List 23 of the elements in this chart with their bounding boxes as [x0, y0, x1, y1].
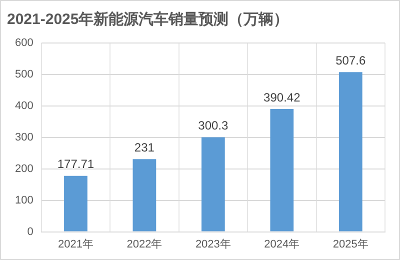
bar: [338, 72, 362, 232]
x-tick-label: 2023年: [195, 238, 231, 250]
bar: [270, 108, 294, 232]
y-tick-label: 500: [14, 68, 34, 80]
bar: [201, 137, 225, 232]
y-tick-label: 400: [14, 100, 34, 112]
bar: [64, 176, 88, 232]
data-label: 507.6: [336, 53, 366, 68]
bar: [132, 159, 156, 232]
x-tick-label: 2022年: [126, 238, 162, 250]
x-tick-label: 2025年: [332, 238, 368, 250]
data-label: 177.71: [57, 157, 94, 172]
y-tick-label: 200: [14, 162, 34, 175]
chart-title: 2021-2025年新能源汽车销量预测（万辆）: [7, 10, 289, 28]
data-label: 390.42: [264, 90, 301, 104]
x-tick-label: 2024年: [264, 238, 300, 250]
y-tick-label: 100: [14, 194, 34, 206]
y-tick-label: 0: [27, 226, 34, 238]
data-label: 300.3: [198, 118, 229, 133]
x-tick-label: 2021年: [58, 238, 94, 250]
y-tick-label: 300: [14, 131, 34, 144]
data-label: 231: [134, 140, 155, 154]
y-tick-label: 600: [14, 37, 34, 50]
